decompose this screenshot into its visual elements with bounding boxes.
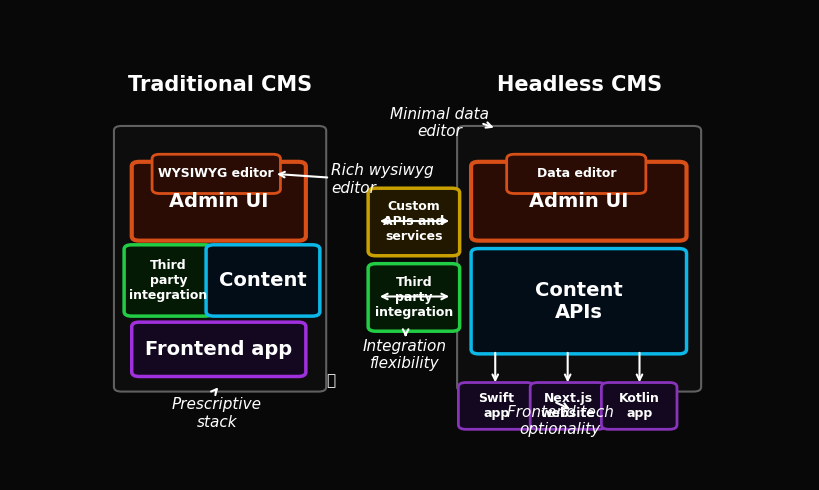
Text: Admin UI: Admin UI <box>528 192 627 211</box>
Text: Rich wysiwyg
editor: Rich wysiwyg editor <box>331 163 433 196</box>
Text: Content: Content <box>219 271 306 290</box>
Text: Headless CMS: Headless CMS <box>496 75 661 95</box>
Text: Frontend tech
optionality: Frontend tech optionality <box>506 405 613 437</box>
Text: Content
APIs: Content APIs <box>534 281 622 322</box>
Text: Kotlin
app: Kotlin app <box>618 392 658 420</box>
FancyBboxPatch shape <box>152 154 280 194</box>
Text: Prescriptive
stack: Prescriptive stack <box>172 397 261 430</box>
FancyBboxPatch shape <box>132 322 305 376</box>
FancyBboxPatch shape <box>368 188 459 256</box>
Text: 🔒: 🔒 <box>326 373 336 388</box>
FancyBboxPatch shape <box>132 162 305 241</box>
Text: Integration
flexibility: Integration flexibility <box>362 339 446 371</box>
Text: Third
party
integration: Third party integration <box>129 259 207 302</box>
Text: Custom
APIs and
services: Custom APIs and services <box>382 200 444 244</box>
FancyBboxPatch shape <box>530 383 605 429</box>
FancyBboxPatch shape <box>206 245 319 316</box>
Text: Swift
app: Swift app <box>477 392 514 420</box>
Text: Admin UI: Admin UI <box>169 192 268 211</box>
FancyBboxPatch shape <box>124 245 212 316</box>
FancyBboxPatch shape <box>506 154 645 194</box>
Text: Traditional CMS: Traditional CMS <box>128 75 312 95</box>
FancyBboxPatch shape <box>368 264 459 331</box>
Text: Minimal data
editor: Minimal data editor <box>389 107 488 139</box>
FancyBboxPatch shape <box>470 162 686 241</box>
Text: Frontend app: Frontend app <box>145 340 292 359</box>
FancyBboxPatch shape <box>456 126 700 392</box>
Text: Third
party
integration: Third party integration <box>374 276 452 319</box>
Text: Next.js
website: Next.js website <box>540 392 595 420</box>
FancyBboxPatch shape <box>458 383 533 429</box>
FancyBboxPatch shape <box>600 383 676 429</box>
Text: WYSIWYG editor: WYSIWYG editor <box>158 168 274 180</box>
FancyBboxPatch shape <box>470 248 686 354</box>
FancyBboxPatch shape <box>114 126 326 392</box>
Text: Data editor: Data editor <box>536 168 615 180</box>
